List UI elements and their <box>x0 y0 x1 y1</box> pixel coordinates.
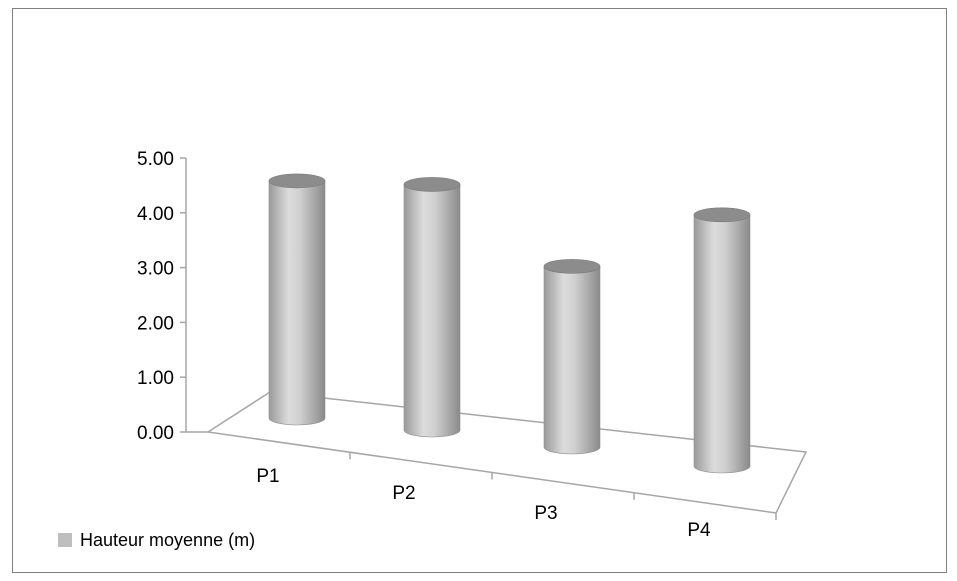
y-tick-label: 0.00 <box>137 423 174 444</box>
bar-P1 <box>268 173 326 426</box>
bar-P4 <box>693 207 751 474</box>
chart-frame <box>12 8 947 573</box>
bar-top <box>403 177 461 192</box>
bar-body <box>403 184 461 438</box>
axis-layer <box>180 157 808 520</box>
bar-body <box>268 180 326 426</box>
bar-P2 <box>403 177 461 438</box>
bar-body <box>543 266 601 455</box>
y-tick-label: 3.00 <box>137 259 174 280</box>
x-tick-label-P4: P4 <box>687 520 711 541</box>
y-tick-label: 4.00 <box>137 204 174 225</box>
legend-swatch <box>58 533 72 547</box>
x-tick-label-P3: P3 <box>534 503 557 524</box>
y-tick-label: 1.00 <box>137 368 174 389</box>
bars-layer <box>268 173 751 474</box>
bar-top <box>268 173 326 189</box>
x-tick-label-P2: P2 <box>392 483 415 504</box>
bar-body <box>693 214 751 474</box>
bar-top <box>543 259 601 274</box>
legend: Hauteur moyenne (m) <box>58 530 255 550</box>
floor-outline <box>207 391 808 514</box>
bar-P3 <box>543 259 601 455</box>
bar-top <box>693 207 751 223</box>
labels-layer: 0.00 1.00 2.00 3.00 4.00 5.00 P1 P2 P3 P4 <box>137 149 711 541</box>
y-tick-label: 5.00 <box>137 149 174 170</box>
y-tick-label: 2.00 <box>137 313 174 334</box>
legend-label: Hauteur moyenne (m) <box>80 530 255 550</box>
x-tick-label-P1: P1 <box>256 466 279 487</box>
